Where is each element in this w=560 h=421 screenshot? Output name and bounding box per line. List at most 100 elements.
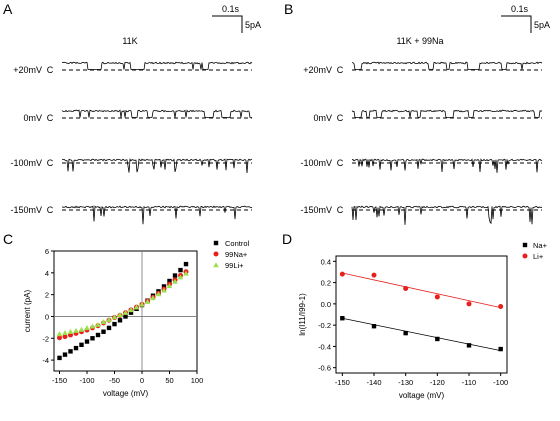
data-point xyxy=(68,349,73,354)
y-tick-label: 0.0 xyxy=(321,300,331,309)
x-tick-label: -150 xyxy=(335,378,350,387)
trace-voltage-label: -100mV xyxy=(10,158,42,168)
data-point xyxy=(122,309,129,315)
data-point xyxy=(166,283,173,289)
trace-voltage-label: -150mV xyxy=(300,205,332,215)
panel-a-scalebar: 0.1s 5pA xyxy=(212,4,261,33)
x-axis-label: voltage (mV) xyxy=(399,391,445,400)
data-point xyxy=(150,295,156,301)
data-point xyxy=(90,336,95,341)
x-tick-label: 50 xyxy=(165,376,173,385)
data-point xyxy=(62,352,68,357)
legend-label: Control xyxy=(225,239,250,248)
x-tick-label: -130 xyxy=(398,378,413,387)
chart-c: -150 -100 -50 0 50 100 -4 -2 0 2 4 6 voltage (mV) cur… xyxy=(23,239,250,398)
y-tick-label: 2 xyxy=(45,291,49,300)
y-tick-label: 6 xyxy=(45,247,49,256)
closed-marker: C xyxy=(47,205,54,215)
data-point xyxy=(79,342,84,348)
plot-frame xyxy=(53,250,198,372)
data-point xyxy=(95,321,101,327)
single-channel-trace xyxy=(61,61,253,70)
data-point xyxy=(56,331,63,337)
data-point xyxy=(522,242,528,248)
data-point xyxy=(178,267,183,273)
y-tick-label: 0 xyxy=(45,312,49,321)
trace-voltage-label: +20mV xyxy=(303,65,332,75)
plot-frame xyxy=(335,255,508,374)
closed-marker: C xyxy=(337,113,344,123)
panel-a-letter: A xyxy=(3,1,13,17)
data-point xyxy=(89,323,96,329)
data-point xyxy=(403,285,409,291)
y-tick-label: 0.4 xyxy=(321,257,331,266)
single-channel-trace xyxy=(61,205,253,225)
data-point xyxy=(339,271,345,277)
x-tick-label: 100 xyxy=(191,376,204,385)
panel-a-scalebar-current: 5pA xyxy=(245,20,261,30)
panel-a-traces: +20mV C 0mV C -100mV C -150mV C xyxy=(10,61,253,225)
single-channel-trace xyxy=(61,109,252,118)
trace-voltage-label: -100mV xyxy=(300,158,332,168)
panel-b-letter: B xyxy=(284,1,293,17)
data-point xyxy=(84,325,90,331)
data-point xyxy=(62,330,68,336)
data-point xyxy=(213,251,219,257)
y-tick-label: -0.4 xyxy=(318,342,331,351)
panel-a-scalebar-line xyxy=(212,15,243,33)
x-tick-label: -50 xyxy=(109,376,120,385)
data-point xyxy=(161,284,167,289)
single-channel-trace xyxy=(61,158,253,174)
data-point xyxy=(155,291,162,297)
panel-b-title: 11K + 99Na xyxy=(396,36,443,46)
data-point xyxy=(371,272,377,278)
panel-c: C -150 -100 -50 0 50 100 -4 -2 0 2 4 6 voltage (mV) c… xyxy=(3,231,250,398)
panel-b-scalebar-current: 5pA xyxy=(534,20,550,30)
panel-a-scalebar-time: 0.1s xyxy=(222,4,240,14)
data-point xyxy=(172,278,178,284)
y-tick-label: 0.2 xyxy=(321,279,331,288)
data-point xyxy=(73,345,79,351)
data-point xyxy=(183,261,189,267)
data-point xyxy=(434,294,440,300)
y-tick-label: -0.6 xyxy=(318,364,331,373)
data-point xyxy=(128,307,134,313)
data-point xyxy=(177,274,184,280)
data-point xyxy=(101,329,106,334)
fit-line xyxy=(342,317,501,352)
data-point xyxy=(57,355,62,361)
closed-marker: C xyxy=(47,113,54,123)
data-point xyxy=(403,330,408,336)
series-0 xyxy=(340,316,503,352)
data-point xyxy=(112,321,117,327)
data-point xyxy=(117,318,123,323)
panel-b-scalebar-line xyxy=(501,15,532,33)
x-tick-label: -110 xyxy=(462,378,476,387)
legend-label: 99Li+ xyxy=(225,261,244,270)
x-tick-label: -150 xyxy=(52,376,67,385)
data-point xyxy=(78,326,85,332)
data-point xyxy=(213,240,219,246)
data-point xyxy=(117,312,123,318)
x-tick-label: -100 xyxy=(493,378,508,387)
y-tick-label: -4 xyxy=(42,356,49,365)
panel-b-traces: +20mV C 0mV C -100mV C -150mV C xyxy=(300,61,543,225)
data-point xyxy=(62,334,68,340)
panel-a: A 11K 0.1s 5pA +20mV C 0mV C -100mV C -150mV C xyxy=(3,1,261,225)
data-point xyxy=(123,314,128,319)
panel-c-letter: C xyxy=(3,231,13,247)
trace-voltage-label: +20mV xyxy=(13,65,42,75)
y-tick-label: -0.2 xyxy=(318,321,331,330)
data-point xyxy=(95,332,101,338)
data-point xyxy=(100,319,107,325)
panel-b-scalebar-time: 0.1s xyxy=(511,4,529,14)
closed-marker: C xyxy=(47,158,54,168)
x-tick-label: 0 xyxy=(140,376,144,385)
y-tick-label: 4 xyxy=(45,269,49,278)
legend-label: Na+ xyxy=(533,241,548,250)
data-point xyxy=(106,325,112,331)
data-point xyxy=(139,301,145,307)
data-point xyxy=(111,314,118,320)
data-point xyxy=(498,346,503,352)
